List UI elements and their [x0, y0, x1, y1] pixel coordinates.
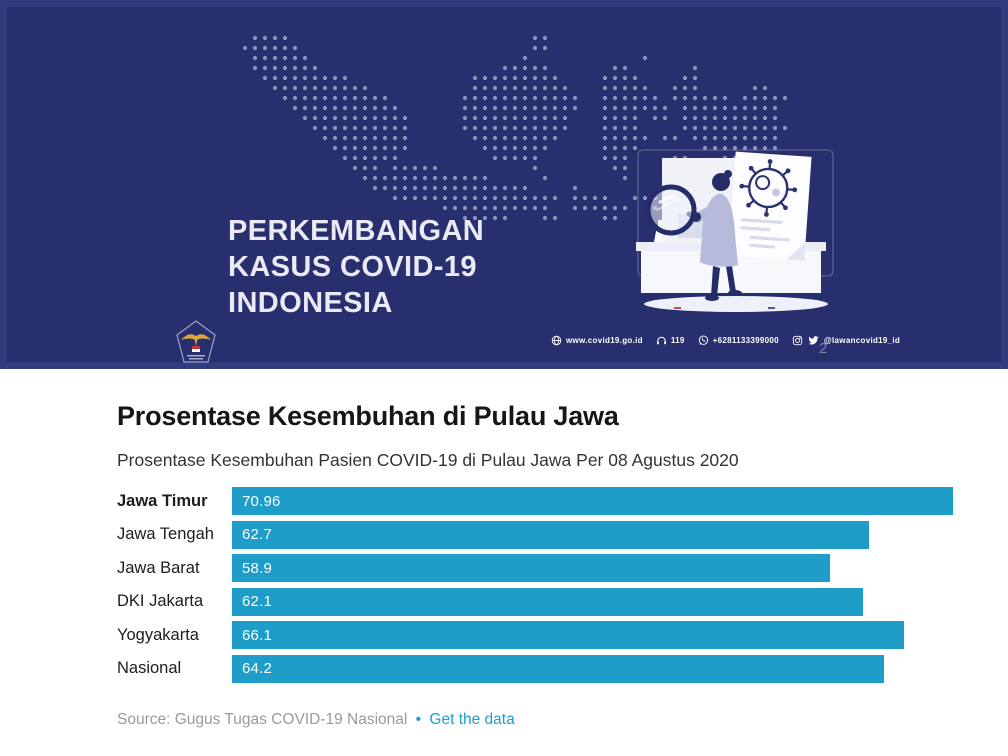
bar-value-label: 62.1 — [242, 593, 272, 611]
website-label: www.covid19.go.id — [566, 336, 643, 345]
bar-track: 62.1 — [232, 587, 953, 616]
whatsapp-label: +6281133399000 — [712, 336, 779, 345]
bar[interactable]: 66.1 — [232, 621, 904, 650]
researcher-person — [645, 170, 742, 301]
virus-poster — [728, 151, 812, 261]
bar-chart: Jawa Timur 70.96 Jawa Tengah 62.7 Jawa Barat… — [117, 487, 953, 683]
globe-icon — [551, 335, 562, 346]
bar-category-label: Nasional — [117, 659, 182, 678]
bar-value-label: 70.96 — [242, 492, 281, 510]
contact-hotline: 119 — [656, 335, 685, 346]
bar-track: 66.1 — [232, 621, 953, 650]
bar-track: 58.9 — [232, 554, 953, 583]
get-the-data-link[interactable]: Get the data — [429, 711, 515, 728]
chart-source: Source: Gugus Tugas COVID-19 Nasional • … — [117, 711, 515, 729]
contact-website: www.covid19.go.id — [551, 335, 643, 346]
indonesia-dot-map — [242, 35, 788, 221]
table-row: Jawa Tengah 62.7 — [117, 520, 953, 549]
table-row: DKI Jakarta 62.1 — [117, 587, 953, 616]
bar[interactable]: 58.9 — [232, 554, 831, 583]
magnifying-glass-icon — [645, 184, 697, 236]
bar-value-label: 64.2 — [242, 660, 272, 678]
hotline-label: 119 — [670, 336, 685, 345]
table-row: Yogyakarta 66.1 — [117, 621, 953, 650]
banner-title-line: PERKEMBANGAN — [228, 215, 485, 247]
bar[interactable]: 64.2 — [232, 654, 885, 683]
contact-whatsapp: +6281133399000 — [698, 335, 779, 346]
banner-contact-strip: www.covid19.go.id 119 +6281133399000 — [551, 335, 900, 346]
bar[interactable]: 62.7 — [232, 520, 870, 549]
table-row: Nasional 64.2 — [117, 654, 953, 683]
gugus-tugas-logo — [176, 320, 216, 363]
table-row: Jawa Barat 58.9 — [117, 554, 953, 583]
bar-track: 70.96 — [232, 487, 953, 515]
chart-subtitle: Prosentase Kesembuhan Pasien COVID-19 di… — [117, 450, 739, 470]
banner-title: PERKEMBANGAN KASUS COVID-19 INDONESIA — [228, 213, 484, 321]
bar-value-label: 66.1 — [242, 626, 272, 644]
floor-shadow — [644, 296, 828, 312]
source-separator: • — [415, 711, 422, 728]
covid-banner: PERKEMBANGAN KASUS COVID-19 INDONESIA — [0, 0, 1008, 369]
bar-track: 64.2 — [232, 654, 953, 683]
researcher-illustration — [636, 149, 834, 312]
social-handle-label: @lawancovid19_id — [823, 336, 901, 345]
table-row: Jawa Timur 70.96 — [117, 487, 953, 515]
bar-track: 62.7 — [232, 520, 953, 549]
headset-icon — [656, 336, 666, 345]
bar[interactable]: 70.96 — [232, 487, 953, 515]
bar-value-label: 58.9 — [242, 559, 272, 577]
instagram-icon — [792, 335, 803, 346]
banner-title-line: KASUS COVID-19 — [228, 251, 477, 283]
contact-social: @lawancovid19_id — [792, 335, 900, 346]
bar-value-label: 62.7 — [242, 526, 272, 544]
bar-category-label: DKI Jakarta — [117, 592, 204, 611]
bar[interactable]: 62.1 — [232, 587, 863, 616]
chart-title: Prosentase Kesembuhan di Pulau Jawa — [117, 401, 619, 431]
twitter-icon — [808, 336, 819, 345]
source-text: Source: Gugus Tugas COVID-19 Nasional — [117, 711, 408, 728]
bar-category-label: Jawa Barat — [117, 558, 200, 577]
head — [712, 173, 730, 191]
whatsapp-icon — [698, 335, 708, 345]
banner-title-line: INDONESIA — [228, 287, 393, 319]
page-number: 2 — [819, 340, 828, 357]
bar-category-label: Yogyakarta — [117, 625, 199, 644]
bar-category-label: Jawa Timur — [117, 491, 208, 510]
bar-category-label: Jawa Tengah — [117, 525, 214, 544]
